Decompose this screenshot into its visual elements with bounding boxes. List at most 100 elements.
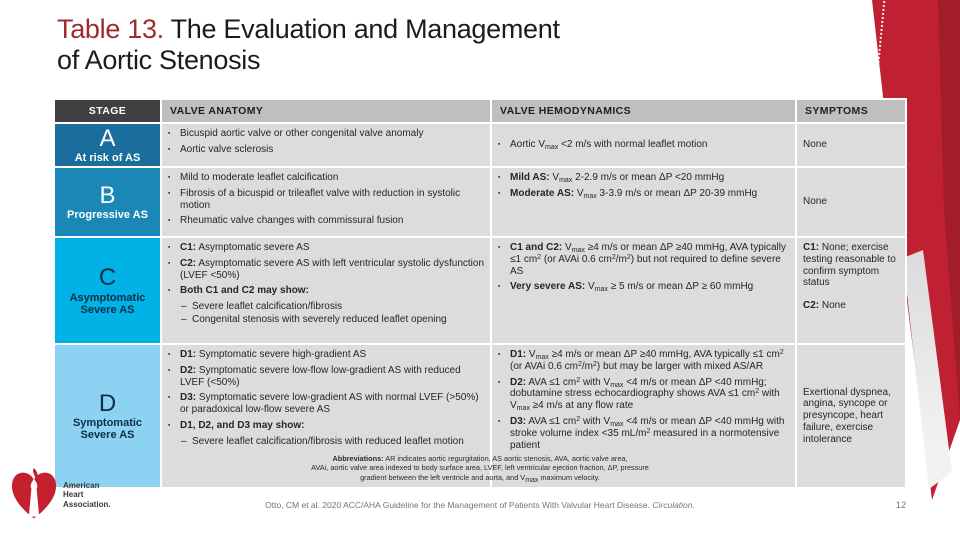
text-segment: D1, D2, and D3 may show:: [180, 419, 305, 431]
abbreviations-line: Abbreviations: AR indicates aortic regur…: [150, 454, 810, 463]
text-segment: D3:: [510, 415, 527, 427]
aortic-stenosis-table: STAGE VALVE ANATOMY VALVE HEMODYNAMICS SYMP…: [53, 98, 907, 489]
table-text-item: ▪ Fibrosis of a bicuspid or trileaflet va…: [168, 188, 484, 212]
text-segment: V: [526, 349, 536, 360]
text-segment: C2:: [180, 257, 197, 269]
text-segment: C1:: [803, 242, 820, 253]
text-segment: 2: [646, 427, 651, 435]
text-segment: Bicuspid aortic valve or other congenita…: [180, 128, 424, 139]
text-segment: Symptomatic severe low-flow low-gradient…: [180, 364, 461, 388]
item-text: None: [803, 196, 899, 208]
bullet-marker: ▪: [168, 217, 171, 225]
item-text: Fibrosis of a bicuspid or trileaflet val…: [180, 188, 484, 212]
text-segment: None: [819, 300, 846, 312]
stage-letter: A: [99, 124, 116, 152]
citation: Otto, CM et al. 2020 ACC/AHA Guideline f…: [130, 500, 830, 510]
text-segment: 2: [577, 360, 582, 368]
text-segment: D3:: [180, 392, 197, 404]
table-text-item: ▪ Rheumatic valve changes with commissura…: [168, 215, 484, 227]
text-segment: D2:: [180, 364, 197, 376]
item-text: C1 and C2: Vmax ≥4 m/s or mean ΔP ≥40 mm…: [510, 242, 789, 277]
stage-letter: D: [98, 389, 117, 417]
page-number: 12: [895, 500, 906, 510]
text-segment: max: [610, 381, 624, 389]
item-text: D3: Symptomatic severe low-gradient AS w…: [180, 392, 484, 416]
aha-logo-text: American Heart Association.: [63, 481, 111, 509]
column-header-stage: STAGE: [55, 100, 160, 122]
text-segment: max: [516, 405, 530, 413]
symptoms-cell: Exertional dyspnea, angina, syncope or p…: [797, 345, 905, 487]
bullet-marker: ▪: [168, 259, 171, 267]
bullet-marker: ▪: [168, 394, 171, 402]
text-segment: D1:: [180, 349, 197, 360]
item-text: Both C1 and C2 may show:: [180, 285, 484, 297]
text-segment: Abbreviations:: [332, 454, 384, 463]
text-segment: max: [571, 247, 585, 254]
heart-torch-icon: [11, 468, 57, 519]
text-segment: V: [549, 172, 560, 183]
text-segment: D1:: [510, 349, 527, 360]
valve-anatomy-cell: ▪ Bicuspid aortic valve or other congenit…: [162, 124, 490, 166]
item-text: Mild to moderate leaflet calcification: [180, 172, 484, 184]
bullet-marker: ▪: [498, 378, 501, 386]
text-segment: Asymptomatic severe AS: [196, 242, 310, 253]
text-segment: (or AVAi 0.6 cm: [541, 253, 612, 265]
item-text: Severe leaflet calcification/fibrosis: [192, 301, 484, 313]
text-segment: None: [803, 196, 827, 208]
text-segment: <4 m/s or mean ΔP <40 mmHg with stroke v…: [510, 415, 785, 439]
text-segment: 2: [611, 253, 616, 261]
bullet-marker: ▪: [168, 421, 171, 429]
bullet-marker: ▪: [498, 244, 501, 251]
table-text-item: None: [803, 196, 899, 208]
bullet-marker: ▪: [168, 130, 171, 137]
text-segment: <2 m/s with normal leaflet motion: [558, 139, 708, 151]
text-segment: max: [535, 354, 549, 361]
bullet-marker: ▪: [498, 283, 501, 291]
table-text-item: ▪ D3: AVA ≤1 cm2 with Vmax <4 m/s or mean…: [498, 416, 789, 451]
text-segment: (or AVAi 0.6 cm: [510, 360, 578, 372]
table-text-item: ▪ Mild AS: Vmax 2-2.9 m/s or mean ΔP <20 …: [498, 172, 789, 184]
text-segment: Rheumatic valve changes with commissural…: [180, 215, 404, 227]
symptoms-cell: None: [797, 168, 905, 236]
item-text: Rheumatic valve changes with commissural…: [180, 215, 484, 227]
bullet-marker: ▪: [168, 287, 171, 295]
table-text-item: None: [803, 139, 899, 151]
text-segment: AVA ≤1 cm: [526, 376, 577, 388]
table-text-item: Exertional dyspnea, angina, syncope or p…: [803, 387, 899, 446]
item-text: D2: AVA ≤1 cm2 with Vmax <4 m/s or mean …: [510, 376, 789, 413]
text-segment: Asymptomatic severe AS with left ventric…: [180, 257, 485, 281]
table-text-item: ▪ Aortic valve sclerosis: [168, 144, 484, 156]
abbreviations-line: gradient between the left ventricle and …: [150, 472, 810, 484]
text-segment: gradient between the left ventricle and …: [360, 472, 526, 482]
text-segment: C2:: [803, 300, 820, 312]
text-segment: max: [583, 192, 597, 200]
text-segment: Mild AS:: [510, 172, 550, 183]
text-segment: 2: [576, 376, 581, 384]
item-text: Exertional dyspnea, angina, syncope or p…: [803, 387, 899, 446]
table-text-item: ▪ D2: Symptomatic severe low-flow low-gra…: [168, 365, 484, 389]
abbreviations-note: Abbreviations: AR indicates aortic regur…: [150, 454, 810, 484]
bullet-marker: ▪: [498, 174, 501, 181]
item-text: D1: Vmax ≥4 m/s or mean ΔP ≥40 mmHg, AVA…: [510, 349, 789, 373]
text-segment: Congenital stenosis with severely reduce…: [192, 313, 447, 325]
stage-cell-b: B Progressive AS: [55, 168, 160, 236]
item-text: Moderate AS: Vmax 3-3.9 m/s or mean ΔP 2…: [510, 188, 789, 200]
aha-logo: American Heart Association.: [8, 466, 111, 524]
table-text-item: ▪ D2: AVA ≤1 cm2 with Vmax <4 m/s or mean…: [498, 376, 789, 413]
text-segment: D2:: [510, 376, 527, 388]
table-text-item: C1: None; exercise testing reasonable to…: [803, 242, 899, 289]
valve-hemodynamics-cell: ▪ C1 and C2: Vmax ≥4 m/s or mean ΔP ≥40 m…: [492, 238, 795, 343]
text-segment: maximum velocity.: [538, 472, 600, 482]
text-segment: Exertional dyspnea, angina, syncope or p…: [803, 386, 891, 445]
text-segment: ) but may be larger with mixed AS/AR: [596, 360, 764, 372]
valve-anatomy-cell: ▪ D1: Symptomatic severe high-gradient AS…: [162, 345, 490, 487]
text-segment: 2: [755, 388, 760, 396]
text-segment: Mild to moderate leaflet calcification: [180, 172, 339, 183]
text-segment: 2: [593, 360, 597, 368]
item-text: None: [803, 139, 899, 151]
item-text: C2: Asymptomatic severe AS with left ven…: [180, 258, 484, 282]
text-segment: 2: [779, 349, 784, 356]
text-segment: 2: [626, 253, 631, 261]
table-text-item: ▪ D1: Vmax ≥4 m/s or mean ΔP ≥40 mmHg, AV…: [498, 349, 789, 373]
